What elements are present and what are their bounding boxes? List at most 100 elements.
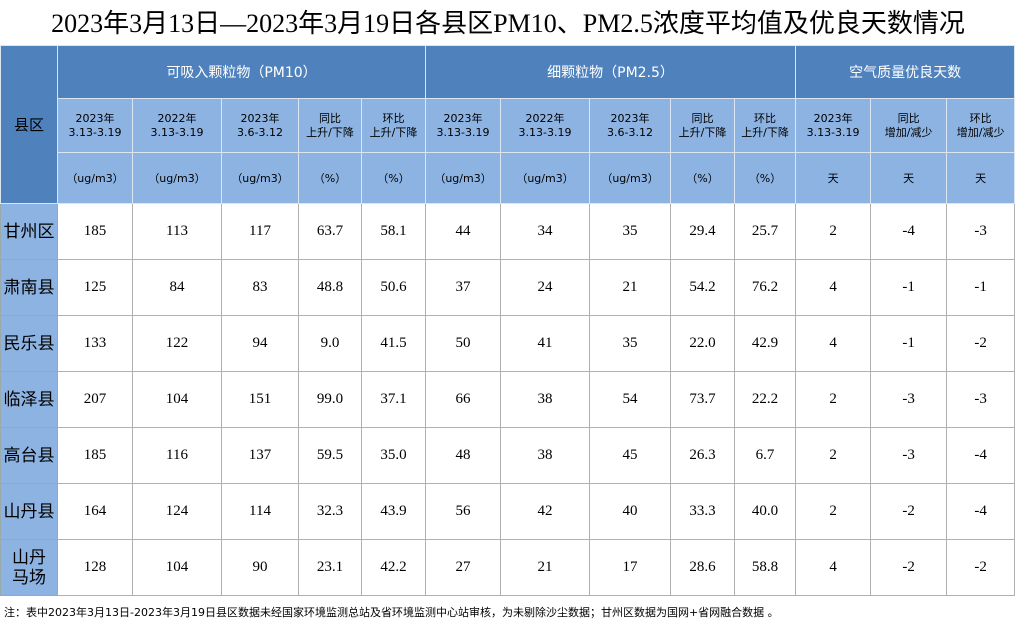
data-cell: 83 — [221, 259, 299, 316]
data-cell: 122 — [132, 315, 222, 372]
data-cell: 42.9 — [734, 315, 797, 372]
data-cell: 44 — [425, 203, 502, 260]
sub-header: 同比 上升/下降 — [298, 98, 362, 153]
data-cell: 207 — [57, 371, 133, 428]
data-cell: -4 — [870, 203, 948, 260]
data-cell: 125 — [57, 259, 133, 316]
data-cell: -2 — [870, 539, 948, 596]
data-cell: -2 — [946, 315, 1016, 372]
data-cell: 59.5 — [298, 427, 362, 484]
data-cell: 21 — [589, 259, 672, 316]
data-cell: 24 — [500, 259, 591, 316]
unit-header: （ug/m3） — [425, 152, 502, 204]
data-row: 肃南县 125 84 83 48.8 50.6 37 24 21 54.2 76.2 4 -1 -1 — [0, 259, 1016, 316]
data-cell: 73.7 — [670, 371, 736, 428]
data-cell: 56 — [425, 483, 502, 540]
text-line: 2023年 — [813, 111, 853, 125]
header-row: 县区 可吸入颗粒物（PM10） 细颗粒物（PM2.5） 空气质量优良天数 — [0, 45, 1016, 204]
data-cell: 37 — [425, 259, 502, 316]
title: 2023年3月13日—2023年3月19日各县区PM10、PM2.5浓度平均值及… — [51, 9, 965, 38]
data-cell: 40 — [589, 483, 672, 540]
data-cell: 23.1 — [298, 539, 362, 596]
group-header: 空气质量优良天数 — [795, 45, 1016, 99]
unit-row: （ug/m3） （ug/m3） （ug/m3） （%） （%） （ug/m3） （ug/m3… — [1, 152, 1016, 204]
data-cell: 32.3 — [298, 483, 362, 540]
unit-header: （ug/m3） — [589, 152, 672, 204]
group-header: 细颗粒物（PM2.5） — [425, 45, 797, 99]
data-cell: 28.6 — [670, 539, 736, 596]
data-cell: 26.3 — [670, 427, 736, 484]
text-line: 2023年 — [240, 111, 280, 125]
data-cell: 34 — [500, 203, 591, 260]
data-cell: 54 — [589, 371, 672, 428]
data-cell: 76.2 — [734, 259, 797, 316]
data-cell: 151 — [221, 371, 299, 428]
text-line: 2023年 — [75, 111, 115, 125]
data-cell: 41.5 — [360, 315, 427, 372]
data-cell: 22.0 — [670, 315, 736, 372]
data-row: 甘州区 185 113 117 63.7 58.1 44 34 35 29.4 25.7 2 -4 -3 — [0, 203, 1016, 260]
sub-header: 同比 上升/下降 — [670, 98, 736, 153]
text-line: 同比 — [319, 111, 341, 125]
data-cell: 21 — [500, 539, 591, 596]
data-row: 高台县 185 116 137 59.5 35.0 48 38 45 26.3 6.7 2 -3 -4 — [0, 427, 1016, 484]
data-cell: -2 — [946, 539, 1016, 596]
unit-header: （ug/m3） — [57, 152, 133, 204]
sub-header: 2022年 3.13-3.19 — [500, 98, 591, 153]
data-cell: 22.2 — [734, 371, 797, 428]
text-line: 同比 — [691, 111, 714, 125]
region-name: 肃南县 — [0, 259, 58, 316]
data-cell: 17 — [589, 539, 672, 596]
text-line: 山丹 — [12, 547, 46, 567]
data-cell: 50 — [425, 315, 502, 372]
group-header: 可吸入颗粒物（PM10） — [56, 45, 427, 99]
data-cell: 58.1 — [360, 203, 427, 260]
text-line: 上升/下降 — [741, 125, 789, 139]
region-name: 山丹 马场 — [0, 539, 58, 596]
unit-header: （%） — [670, 152, 736, 204]
text-line: 3.6-3.12 — [237, 125, 283, 139]
data-cell: 104 — [132, 371, 222, 428]
unit-header: （ug/m3） — [221, 152, 299, 204]
text-line: 环比 — [382, 111, 405, 125]
data-cell: 124 — [132, 483, 222, 540]
text-line: 增加/减少 — [956, 125, 1005, 139]
data-cell: -4 — [946, 483, 1016, 540]
unit-header: （ug/m3） — [500, 152, 591, 204]
data-cell: 133 — [57, 315, 133, 372]
data-cell: 43.9 — [360, 483, 427, 540]
data-cell: 99.0 — [298, 371, 362, 428]
region-name: 临泽县 — [0, 371, 58, 428]
data-cell: 35.0 — [360, 427, 427, 484]
text-line: 上升/下降 — [678, 125, 727, 139]
text-line: 3.13-3.19 — [806, 125, 860, 139]
text-line: 3.13-3.19 — [436, 125, 490, 139]
sub-header: 环比 上升/下降 — [360, 98, 427, 153]
unit-header: （%） — [734, 152, 797, 204]
sub-header: 环比 上升/下降 — [734, 98, 797, 153]
sub-header: 2023年 3.13-3.19 — [795, 98, 872, 153]
data-cell: 117 — [221, 203, 299, 260]
data-row: 山丹 马场 128 104 90 23.1 42.2 27 21 17 28.6 58.8 4 -2 -2 — [0, 539, 1016, 596]
text-line: 2023年 — [610, 111, 650, 125]
data-cell: -2 — [870, 483, 948, 540]
unit-header: （%） — [298, 152, 362, 204]
text-line: 2022年 — [525, 111, 565, 125]
data-cell: 116 — [132, 427, 222, 484]
data-cell: 48.8 — [298, 259, 362, 316]
region-name: 民乐县 — [0, 315, 58, 372]
text-line: 肃南县 — [3, 277, 55, 297]
data-cell: 4 — [795, 539, 872, 596]
data-cell: -3 — [946, 371, 1016, 428]
text-line: 环比 — [754, 111, 777, 125]
data-cell: 41 — [500, 315, 591, 372]
data-cell: 4 — [795, 259, 872, 316]
data-cell: 29.4 — [670, 203, 736, 260]
data-cell: 114 — [221, 483, 299, 540]
text-line: 3.6-3.12 — [607, 125, 653, 139]
data-cell: 48 — [425, 427, 502, 484]
data-cell: 27 — [425, 539, 502, 596]
data-cell: -3 — [946, 203, 1016, 260]
data-cell: 137 — [221, 427, 299, 484]
